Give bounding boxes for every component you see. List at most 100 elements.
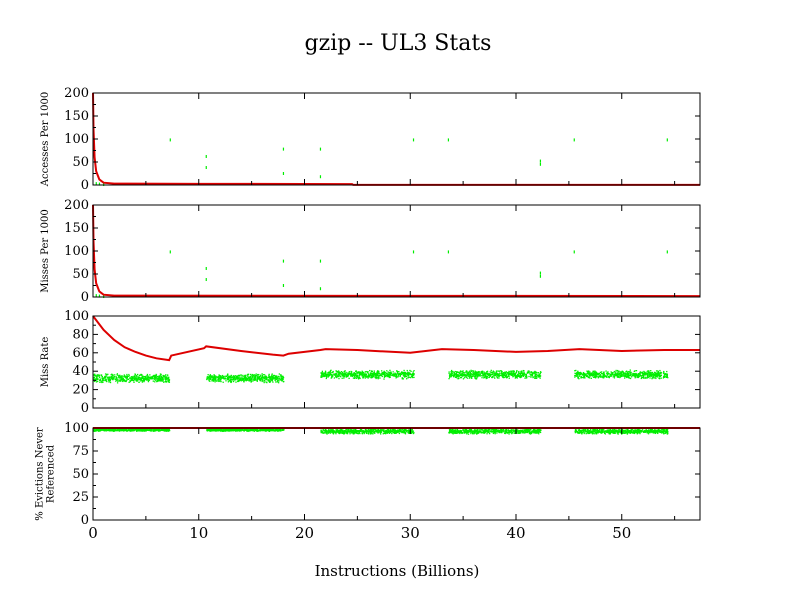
interval-point — [227, 381, 230, 383]
interval-point — [539, 274, 542, 278]
interval-point — [282, 375, 284, 378]
interval-point — [377, 372, 379, 374]
interval-point — [111, 375, 113, 377]
interval-point — [405, 429, 407, 431]
interval-point — [343, 373, 345, 375]
interval-point — [356, 374, 359, 376]
interval-point — [95, 379, 97, 381]
interval-point — [453, 374, 456, 376]
interval-point — [212, 378, 214, 380]
interval-point — [595, 376, 598, 378]
interval-point — [129, 428, 131, 430]
interval-point — [502, 374, 504, 376]
interval-point — [476, 433, 478, 435]
interval-point — [99, 428, 102, 431]
interval-point — [455, 373, 457, 375]
interval-point — [405, 428, 407, 431]
interval-point — [407, 371, 409, 373]
interval-point — [117, 380, 119, 382]
interval-point — [362, 371, 365, 374]
interval-point — [518, 373, 520, 375]
interval-point — [344, 374, 346, 376]
interval-point — [629, 377, 632, 380]
interval-point — [350, 370, 352, 373]
interval-point — [514, 372, 516, 375]
interval-point — [130, 378, 132, 381]
interval-point — [233, 376, 236, 378]
interval-point — [587, 370, 589, 372]
interval-point — [496, 432, 498, 434]
interval-point — [134, 377, 136, 379]
interval-point — [205, 154, 207, 158]
interval-point — [462, 373, 464, 376]
interval-point — [160, 376, 163, 378]
interval-point — [95, 378, 97, 380]
interval-point — [529, 433, 532, 435]
interval-point — [337, 431, 339, 433]
interval-point — [499, 370, 501, 372]
interval-point — [223, 375, 225, 378]
interval-point — [256, 379, 258, 381]
interval-point — [448, 377, 450, 380]
interval-point — [101, 377, 103, 380]
interval-point — [145, 429, 148, 431]
interval-point — [153, 375, 156, 377]
interval-point — [146, 377, 148, 380]
interval-point — [95, 430, 98, 432]
interval-point — [617, 376, 619, 378]
interval-point — [230, 381, 232, 384]
interval-point — [357, 433, 359, 435]
interval-point — [133, 377, 136, 380]
interval-point — [504, 375, 507, 378]
interval-point — [136, 378, 139, 380]
interval-point — [256, 429, 258, 432]
interval-point — [281, 380, 284, 382]
interval-point — [645, 373, 647, 375]
interval-point — [224, 377, 226, 379]
interval-point — [503, 374, 506, 376]
interval-point — [594, 374, 596, 376]
interval-point — [253, 377, 256, 379]
interval-point — [517, 429, 519, 431]
interval-point — [514, 377, 516, 379]
interval-point — [338, 377, 340, 380]
interval-point — [278, 373, 280, 375]
interval-point — [206, 377, 208, 379]
interval-point — [457, 371, 460, 374]
interval-point — [210, 376, 213, 378]
interval-point — [243, 375, 245, 378]
interval-point — [370, 371, 373, 373]
interval-point — [469, 373, 471, 376]
interval-point — [526, 375, 528, 378]
interval-point — [636, 373, 638, 376]
interval-point — [141, 376, 144, 378]
interval-point — [520, 371, 522, 373]
interval-point — [665, 373, 668, 375]
interval-point — [268, 374, 270, 377]
interval-point — [360, 430, 362, 432]
interval-point — [603, 371, 605, 373]
interval-point — [460, 376, 463, 379]
interval-point — [498, 370, 500, 372]
interval-point — [404, 430, 406, 433]
interval-point — [121, 428, 123, 430]
interval-point — [108, 377, 111, 379]
interval-point — [594, 377, 597, 379]
interval-point — [578, 374, 580, 376]
interval-point — [231, 379, 233, 381]
interval-point — [331, 375, 334, 377]
interval-point — [164, 429, 166, 432]
interval-point — [592, 376, 595, 378]
interval-point — [393, 430, 396, 433]
interval-point — [109, 378, 112, 380]
interval-point — [578, 378, 580, 380]
interval-point — [211, 375, 214, 377]
interval-point — [382, 373, 384, 375]
interval-point — [634, 377, 636, 379]
interval-point — [521, 371, 523, 373]
interval-point — [603, 375, 605, 377]
interval-point — [388, 431, 390, 433]
interval-point — [588, 373, 591, 375]
interval-point — [390, 431, 392, 434]
interval-point — [463, 371, 465, 374]
